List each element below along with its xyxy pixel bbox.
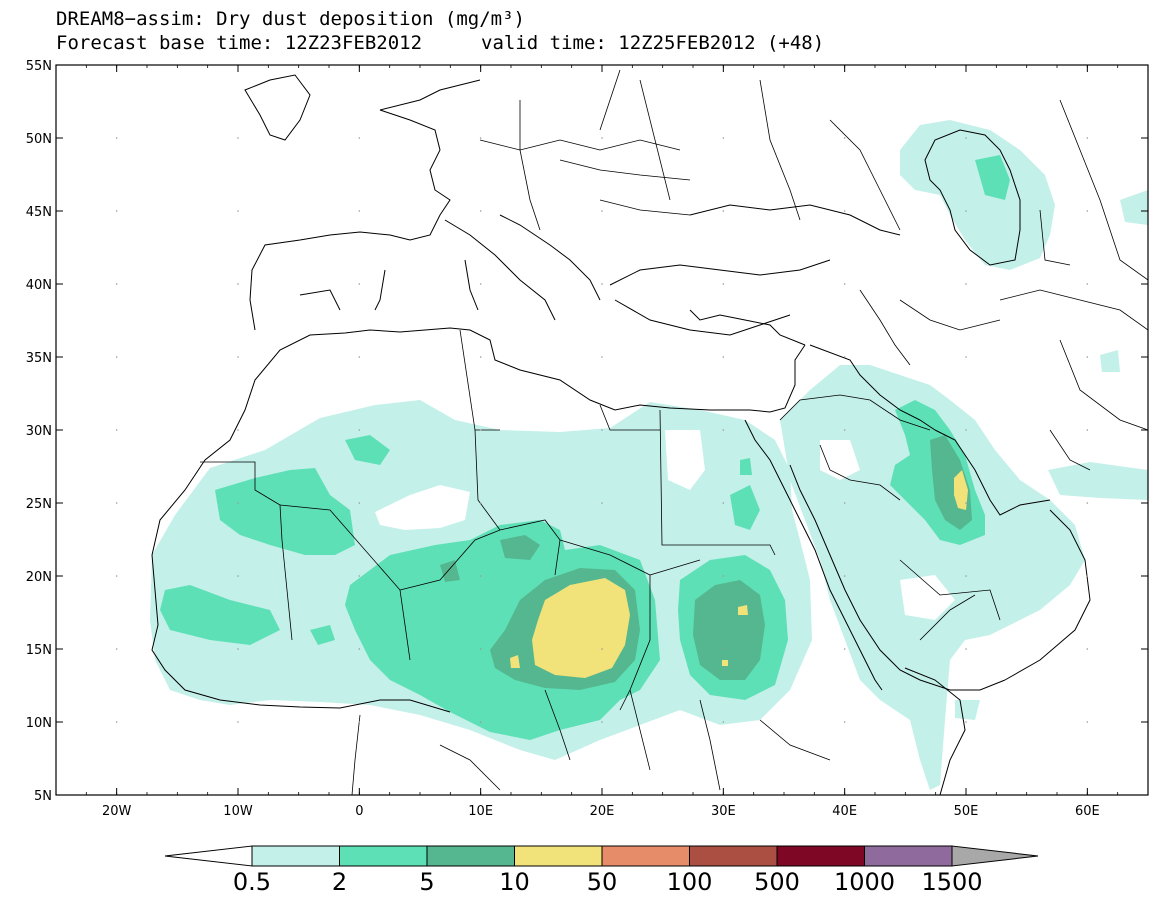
country-borders: [200, 69, 1148, 795]
colorbar-segment: [426, 845, 515, 867]
lon-label: 10W: [223, 804, 253, 819]
dust-level-4: [510, 470, 968, 678]
lat-label: 55N: [26, 59, 52, 74]
lat-label: 10N: [26, 716, 52, 731]
map-title-line1: DREAM8−assim: Dry dust deposition (mg/m³…: [56, 8, 525, 30]
colorbar-over-triangle: [951, 845, 1039, 867]
lat-label: 25N: [26, 497, 52, 512]
lat-label: 5N: [34, 789, 52, 804]
dust-level-1: [150, 120, 1148, 790]
map-area: [150, 69, 1148, 795]
lat-label: 35N: [26, 351, 52, 366]
colorbar-label: 50: [587, 868, 618, 896]
colorbar-label: 5: [419, 868, 434, 896]
colorbar-segment: [339, 845, 428, 867]
lat-label: 30N: [26, 424, 52, 439]
colorbar-segment: [601, 845, 690, 867]
lon-label: 10E: [468, 804, 493, 819]
lon-label: 20W: [102, 804, 132, 819]
lon-label: 30E: [711, 804, 736, 819]
lon-label: 20E: [590, 804, 615, 819]
lon-label: 0: [355, 804, 363, 819]
colorbar-segment: [689, 845, 778, 867]
colorbar-label: 1500: [921, 868, 982, 896]
colorbar-label: 1000: [834, 868, 895, 896]
valid-time: valid time: 12Z25FEB2012 (+48): [481, 32, 825, 54]
latitude-axis: 55N 50N 45N 40N 35N 30N 25N 20N 15N 10N 5N: [26, 59, 1148, 804]
colorbar-label: 500: [754, 868, 800, 896]
colorbar-segment: [864, 845, 953, 867]
colorbar-label: 10: [499, 868, 530, 896]
longitude-axis: 20W 10W 0 10E 20E 30E 40E 50E 60E: [55, 65, 1149, 819]
colorbar-segment: [251, 845, 340, 867]
colorbar-label: 2: [332, 868, 347, 896]
colorbar: 0.5 2 5 10 50 100 500 1000 1500: [164, 845, 1039, 896]
lon-label: 60E: [1075, 804, 1100, 819]
coastlines: [151, 74, 1091, 795]
lat-label: 50N: [26, 132, 52, 147]
lat-label: 45N: [26, 205, 52, 220]
map-title-line2: Forecast base time: 12Z23FEB2012 valid ti…: [56, 32, 824, 54]
lon-label: 40E: [832, 804, 857, 819]
colorbar-segment: [776, 845, 865, 867]
colorbar-label: 100: [667, 868, 713, 896]
lat-label: 15N: [26, 643, 52, 658]
colorbar-segment: [514, 845, 603, 867]
forecast-base-time: Forecast base time: 12Z23FEB2012: [56, 32, 423, 54]
lon-label: 50E: [954, 804, 979, 819]
graticule-dots: [115, 137, 1089, 723]
colorbar-under-triangle: [164, 845, 253, 867]
colorbar-label: 0.5: [233, 868, 271, 896]
lat-label: 40N: [26, 278, 52, 293]
lat-label: 20N: [26, 570, 52, 585]
